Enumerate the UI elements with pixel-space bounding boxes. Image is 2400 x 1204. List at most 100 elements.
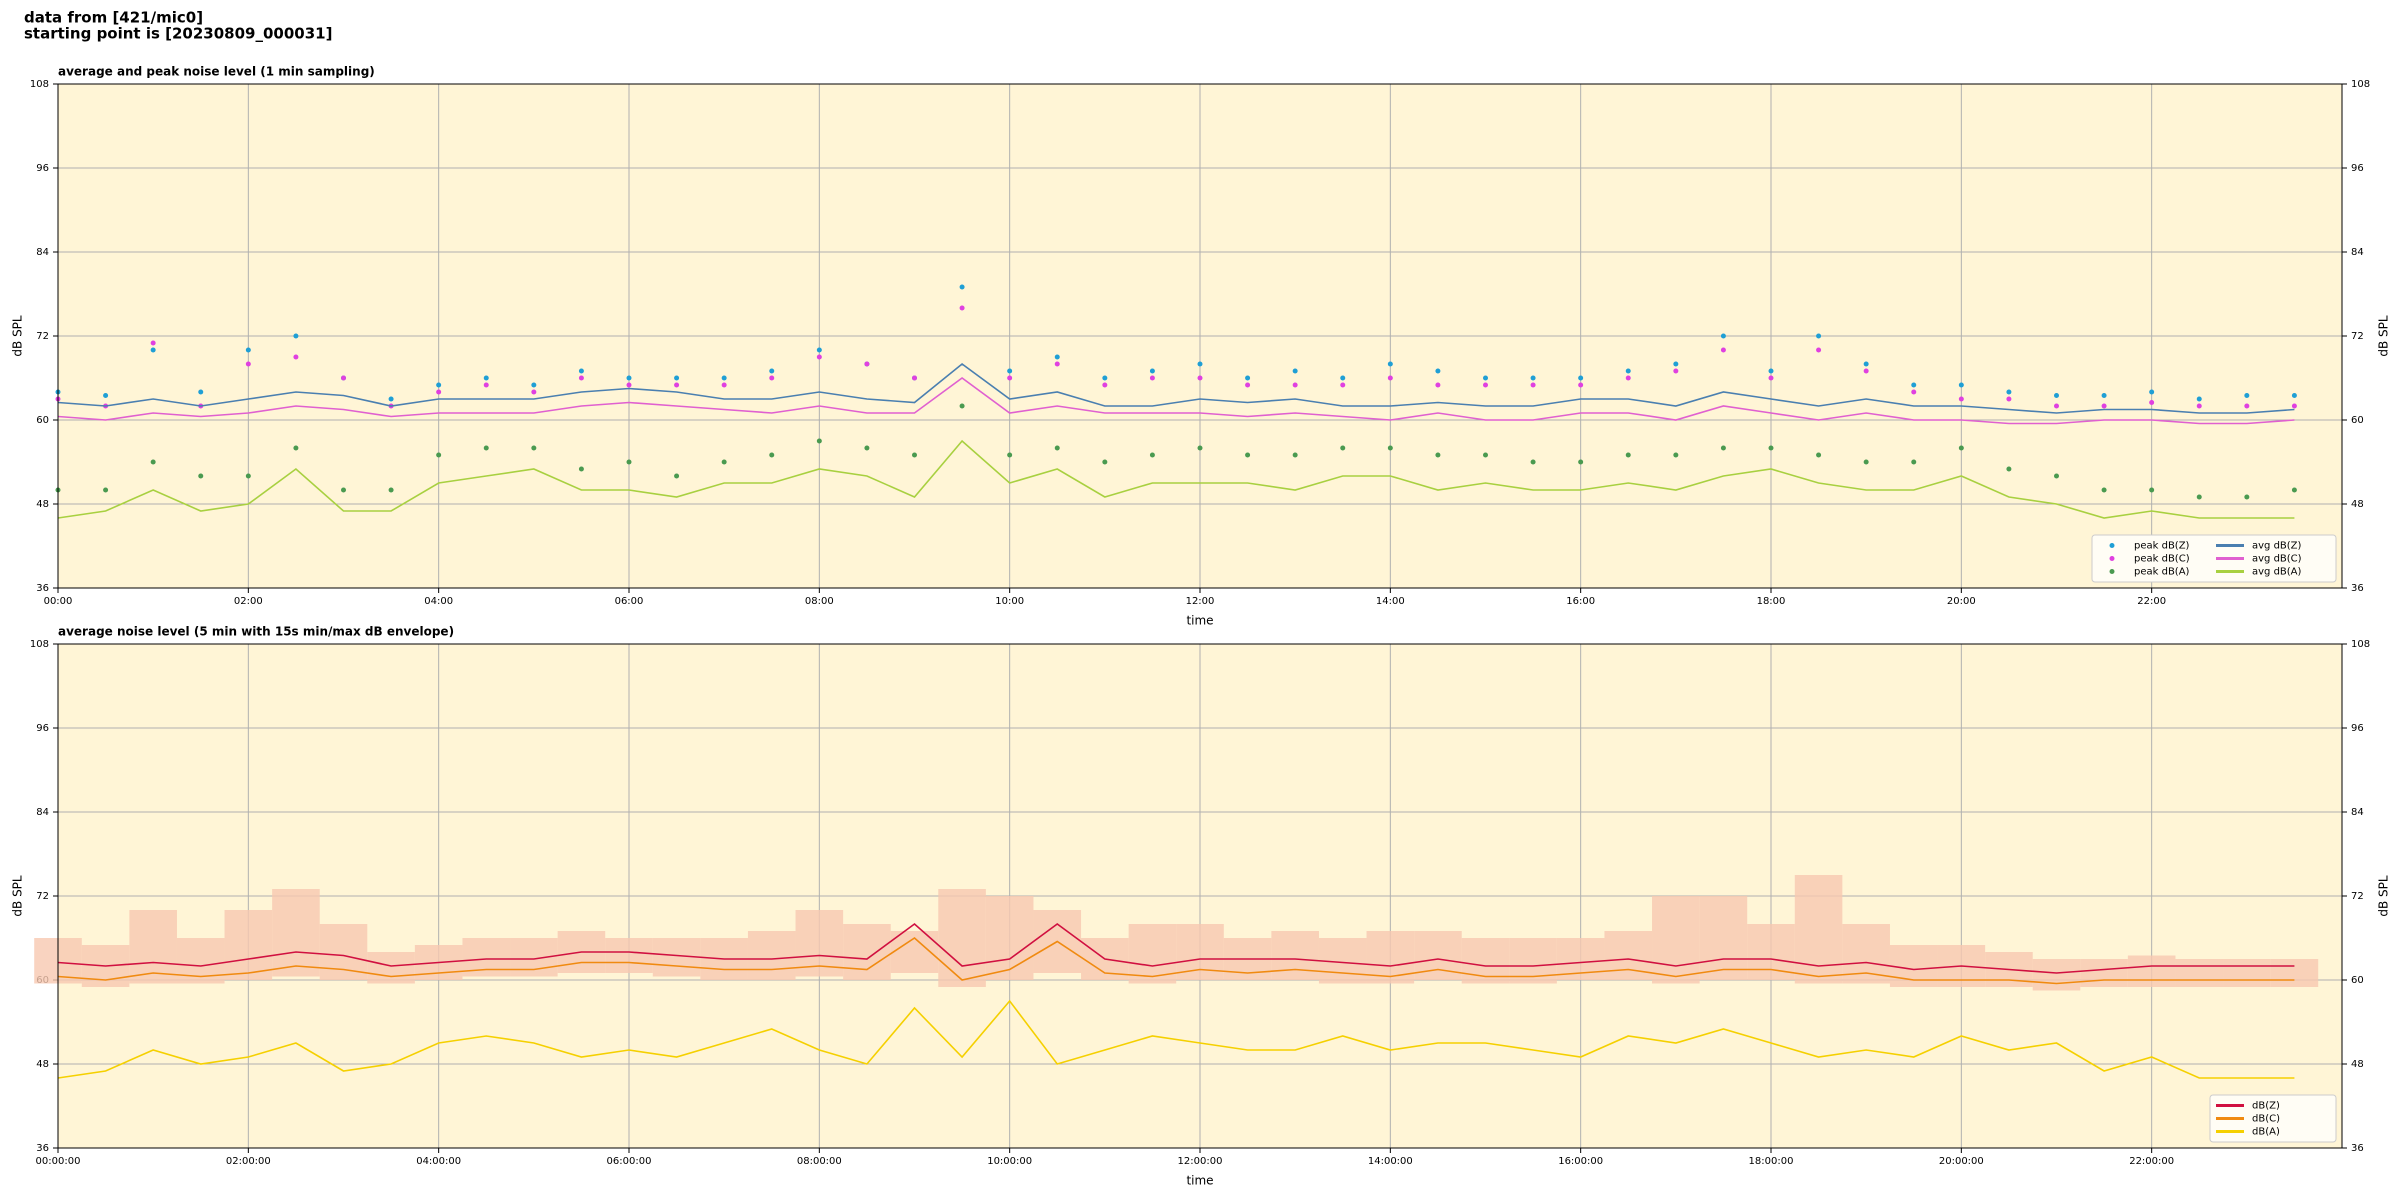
scatter-point	[1054, 354, 1060, 360]
scatter-point	[1863, 361, 1869, 367]
y-tick-label: 108	[30, 639, 49, 650]
scatter-point	[1863, 368, 1869, 374]
scatter-point	[769, 368, 775, 374]
scatter-point	[626, 382, 632, 388]
scatter-point	[1435, 382, 1441, 388]
envelope	[605, 938, 653, 973]
legend-label: peak dB(A)	[2134, 567, 2190, 578]
chart-title: average and peak noise level (1 min samp…	[58, 65, 375, 79]
scatter-point	[1102, 382, 1108, 388]
scatter-point	[912, 452, 917, 458]
envelope	[2032, 959, 2081, 991]
x-tick-label: 04:00:00	[416, 1156, 461, 1167]
legend-marker	[2109, 569, 2115, 574]
x-tick-label: 14:00	[1376, 596, 1405, 607]
chart-title: average noise level (5 min with 15s min/…	[58, 625, 454, 639]
y-tick-label: 60	[2351, 975, 2364, 986]
x-tick-label: 12:00	[1186, 596, 1215, 607]
legend-label: peak dB(Z)	[2134, 541, 2190, 552]
scatter-point	[1578, 459, 1584, 465]
y-tick-label: 48	[36, 1059, 49, 1070]
x-tick-label: 10:00	[995, 596, 1024, 607]
scatter-point	[198, 473, 204, 479]
legend-label: dB(C)	[2252, 1114, 2280, 1125]
series-line	[57, 439, 2295, 519]
y-tick-label: 108	[30, 79, 49, 90]
y-axis-label: dB SPL	[2377, 315, 2391, 357]
y-tick-label: 36	[36, 1143, 49, 1154]
scatter-point	[245, 347, 251, 353]
y-tick-label: 60	[36, 415, 49, 426]
scatter-point	[1340, 382, 1346, 388]
envelope	[129, 910, 177, 984]
scatter-point	[1245, 375, 1251, 381]
scatter-point	[1816, 333, 1822, 339]
scatter-point	[1720, 445, 1726, 451]
y-tick-label: 60	[2351, 415, 2364, 426]
scatter-point	[1149, 452, 1155, 458]
legend-box	[2091, 534, 2337, 583]
scatter-point	[1102, 375, 1108, 381]
x-tick-label: 16:00:00	[1558, 1156, 1603, 1167]
y-tick-label: 72	[2351, 891, 2364, 902]
scatter-point	[1245, 452, 1251, 458]
y-tick-label: 84	[2351, 247, 2364, 258]
scatter-point	[1054, 361, 1060, 367]
scatter-point	[1340, 375, 1346, 381]
scatter-point	[293, 333, 299, 339]
scatter-point	[2054, 473, 2059, 479]
series-line	[57, 999, 2295, 1079]
scatter-point	[674, 382, 680, 388]
legend-label: peak dB(C)	[2134, 554, 2190, 565]
scatter-point	[483, 382, 489, 388]
scatter-point	[1816, 347, 1822, 353]
envelope	[1652, 896, 1700, 984]
envelope	[2270, 959, 2319, 987]
envelope	[319, 924, 368, 980]
x-tick-label: 20:00:00	[1939, 1156, 1984, 1167]
scatter-point	[293, 445, 299, 451]
scatter-point	[1958, 445, 1964, 451]
x-tick-label: 08:00	[805, 596, 834, 607]
scatter-point	[1387, 445, 1393, 451]
x-tick-label: 06:00	[615, 596, 644, 607]
scatter-point	[864, 445, 870, 451]
envelope	[224, 910, 273, 980]
x-tick-label: 00:00	[44, 596, 73, 607]
y-axis-label: dB SPL	[11, 315, 25, 357]
scatter-point	[2054, 403, 2059, 409]
scatter-point	[1007, 368, 1013, 374]
scatter-point	[2101, 403, 2107, 409]
scatter-point	[674, 473, 680, 479]
scatter-point	[1483, 382, 1488, 388]
x-tick-label: 00:00:00	[36, 1156, 81, 1167]
scatter-point	[1435, 452, 1441, 458]
envelope	[2223, 959, 2271, 987]
scatter-point	[2196, 494, 2202, 500]
plot-frame	[57, 643, 2343, 1149]
scatter-point	[1720, 347, 1726, 353]
scatter-point	[959, 305, 965, 311]
scatter-point	[1483, 375, 1488, 381]
x-tick-label: 08:00:00	[797, 1156, 842, 1167]
scatter-point	[1673, 361, 1679, 367]
series-line	[57, 362, 2295, 414]
series-line	[57, 377, 2295, 425]
scatter-point	[721, 382, 727, 388]
scatter-point	[1816, 452, 1822, 458]
y-tick-label: 84	[36, 807, 49, 818]
legend-label: dB(Z)	[2252, 1101, 2280, 1112]
x-tick-label: 18:00	[1757, 596, 1786, 607]
scatter-point	[1197, 361, 1203, 367]
scatter-point	[1958, 396, 1964, 402]
x-tick-label: 22:00:00	[2129, 1156, 2174, 1167]
x-tick-label: 22:00	[2137, 596, 2166, 607]
scatter-point	[2006, 466, 2012, 472]
scatter-point	[1102, 459, 1108, 465]
scatter-point	[341, 375, 346, 381]
scatter-point	[769, 375, 775, 381]
envelope	[1794, 875, 1843, 984]
envelope	[272, 889, 320, 977]
scatter-point	[2291, 403, 2297, 409]
scatter-point	[2291, 487, 2297, 493]
